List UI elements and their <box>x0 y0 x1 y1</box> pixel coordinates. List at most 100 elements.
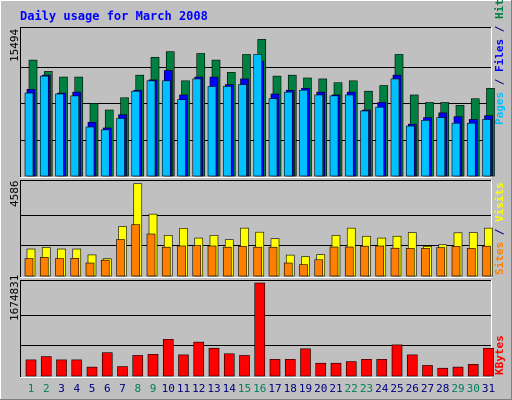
bar-kbytes-29 <box>452 366 464 377</box>
bar-kbytes-9 <box>147 354 159 377</box>
bar-sites-12 <box>192 245 202 277</box>
bar-pages-1 <box>24 92 34 177</box>
bar-kbytes-12 <box>193 341 205 377</box>
bar-sites-6 <box>100 259 110 277</box>
bar-sites-25 <box>390 247 400 277</box>
bar-kbytes-7 <box>117 366 128 377</box>
bar-pages-29 <box>451 122 461 177</box>
bar-pages-3 <box>55 93 64 177</box>
bar-pages-27 <box>421 120 430 177</box>
bar-pages-28 <box>436 117 446 177</box>
bar-kbytes-6 <box>101 352 113 377</box>
ymax-label-top: 15494 <box>8 29 21 62</box>
bar-sites-20 <box>314 259 324 277</box>
bar-sites-17 <box>268 246 278 277</box>
legend-part-2: Visits <box>493 182 506 222</box>
bar-sites-4 <box>70 258 80 277</box>
bar-sites-2 <box>39 257 49 277</box>
x-axis-labels: 1 2 3 4 5 6 7 8 9 10 11 12 13 14 15 16 17 18 19 20 21 22 23 24 2… <box>28 382 495 395</box>
x-tick-label-18: 18 <box>284 382 297 395</box>
legend-part-4: Hits <box>493 0 506 19</box>
chart-bars <box>24 39 495 377</box>
bar-sites-28 <box>436 247 446 277</box>
bar-sites-10 <box>161 246 171 277</box>
x-tick-label-29: 29 <box>451 382 464 395</box>
bar-pages-26 <box>405 125 415 177</box>
x-tick-label-8: 8 <box>134 382 141 395</box>
legend-part-0: Pages <box>493 92 506 125</box>
x-tick-label-1: 1 <box>28 382 35 395</box>
bar-kbytes-28 <box>437 367 449 377</box>
bar-sites-11 <box>177 245 186 277</box>
bar-kbytes-21 <box>330 362 342 377</box>
bar-pages-10 <box>161 80 171 177</box>
bar-kbytes-3 <box>56 359 67 377</box>
chart-title: Daily usage for March 2008 <box>20 9 208 23</box>
legend-right-bottom: KBytes <box>493 335 506 375</box>
bar-sites-3 <box>55 258 64 277</box>
x-tick-label-30: 30 <box>467 382 480 395</box>
x-tick-label-25: 25 <box>390 382 403 395</box>
x-tick-label-11: 11 <box>177 382 190 395</box>
x-tick-label-5: 5 <box>89 382 96 395</box>
x-tick-label-4: 4 <box>73 382 80 395</box>
bar-kbytes-8 <box>132 355 144 377</box>
bar-kbytes-14 <box>223 353 235 377</box>
x-tick-label-17: 17 <box>268 382 281 395</box>
bar-sites-16 <box>253 246 263 277</box>
bar-sites-14 <box>222 246 232 277</box>
bar-kbytes-26 <box>406 354 418 377</box>
bar-pages-17 <box>268 98 278 177</box>
bar-pages-6 <box>100 129 110 177</box>
bar-sites-7 <box>116 239 125 277</box>
bar-sites-19 <box>299 264 308 277</box>
x-tick-label-14: 14 <box>223 382 237 395</box>
bar-sites-15 <box>238 246 247 277</box>
bar-sites-24 <box>375 245 385 277</box>
x-tick-label-7: 7 <box>119 382 126 395</box>
bar-kbytes-1 <box>25 359 37 377</box>
bar-pages-19 <box>299 89 308 177</box>
bar-kbytes-2 <box>40 356 52 377</box>
bar-sites-13 <box>207 245 217 277</box>
bar-sites-8 <box>131 224 141 277</box>
x-tick-label-22: 22 <box>345 382 358 395</box>
bar-pages-5 <box>85 126 95 177</box>
bar-pages-25 <box>390 78 400 177</box>
x-tick-label-24: 24 <box>375 382 389 395</box>
x-tick-label-27: 27 <box>421 382 434 395</box>
legend-part-0: KBytes <box>493 335 506 375</box>
bar-pages-13 <box>207 86 217 177</box>
legend-part-1: / <box>493 72 506 92</box>
bar-sites-22 <box>344 246 354 277</box>
bar-pages-20 <box>314 94 324 177</box>
x-tick-label-12: 12 <box>192 382 205 395</box>
bar-pages-4 <box>70 95 80 177</box>
bar-kbytes-31 <box>483 347 494 377</box>
x-tick-label-26: 26 <box>406 382 419 395</box>
bar-sites-5 <box>85 262 95 277</box>
bar-pages-2 <box>39 75 49 177</box>
bar-kbytes-5 <box>86 366 98 377</box>
bar-sites-21 <box>329 246 339 277</box>
bar-sites-26 <box>405 248 415 277</box>
bar-kbytes-19 <box>300 348 311 377</box>
bar-kbytes-20 <box>315 362 327 377</box>
x-tick-label-19: 19 <box>299 382 312 395</box>
bar-sites-27 <box>421 248 430 277</box>
bar-sites-18 <box>283 262 293 277</box>
legend-right-top: Pages / Files / Hits <box>493 0 506 125</box>
x-tick-label-10: 10 <box>162 382 175 395</box>
bar-kbytes-22 <box>345 361 357 377</box>
bar-kbytes-30 <box>467 364 479 377</box>
bar-pages-11 <box>177 99 186 177</box>
bar-pages-24 <box>375 106 385 177</box>
bar-sites-23 <box>360 245 369 277</box>
bar-pages-22 <box>344 94 354 177</box>
bar-kbytes-17 <box>269 359 281 377</box>
legend-right-middle: Sites / Visits <box>493 182 506 275</box>
bar-kbytes-24 <box>376 359 388 377</box>
bar-pages-16 <box>253 54 263 177</box>
bar-pages-23 <box>360 110 369 177</box>
